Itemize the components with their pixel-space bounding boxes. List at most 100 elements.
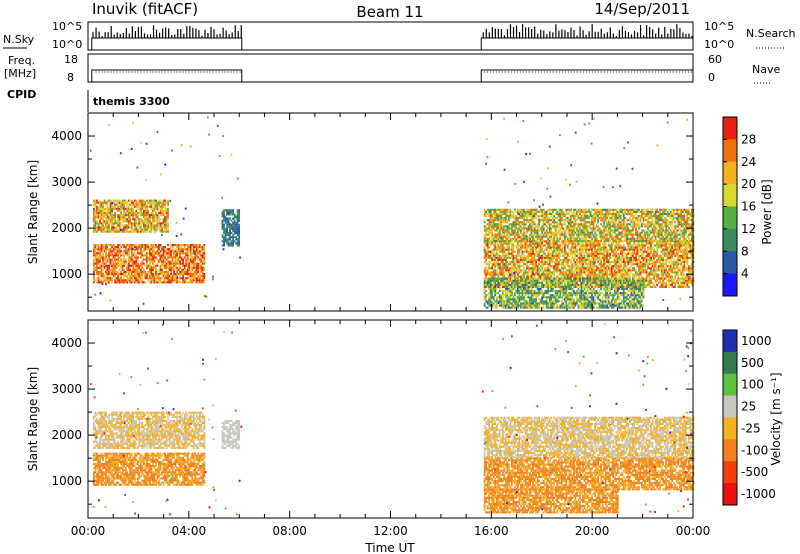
range-cell [186,250,189,253]
range-cell [192,248,195,251]
range-cell [105,207,107,210]
range-cell [504,256,507,259]
range-cell [556,285,559,288]
range-cell [94,279,97,282]
range-cell [118,201,121,204]
range-cell [195,248,198,251]
range-cell [518,269,521,272]
range-cell [127,199,130,202]
range-cell [494,271,497,274]
range-cell [506,273,509,276]
range-cell [533,267,536,270]
station-title: Inuvik (fitACF) [92,0,198,18]
range-cell [580,244,583,247]
range-cell [586,283,589,286]
range-cell [158,258,160,261]
range-cell [100,205,103,208]
range-cell [589,254,592,257]
range-cell [167,209,169,212]
range-cell [161,260,163,263]
range-cell [161,256,163,259]
range-cell [174,273,177,276]
range-cell [642,258,645,262]
range-cell [195,281,198,284]
range-cell [536,252,539,255]
range-cell [180,277,183,280]
range-cell [506,242,509,245]
range-cell [619,265,622,268]
range-cell [97,218,100,221]
range-cell [171,279,174,282]
range-cell [133,220,136,223]
range-cell [149,201,151,204]
range-cell [591,281,593,284]
range-cell [129,226,132,229]
range-cell [580,250,583,253]
range-cell [539,269,542,272]
range-cell [96,264,98,267]
range-cell [223,215,225,218]
range-cell [150,199,153,202]
range-cell [118,207,121,210]
range-cell [527,271,530,274]
range-cell [136,222,139,225]
range-cell [483,267,486,270]
range-cell [485,225,488,228]
range-cell [612,267,615,270]
range-cell [559,271,562,274]
range-cell [165,220,168,223]
range-cell [129,220,132,223]
range-cell [144,254,147,257]
range-cell [191,277,194,280]
range-cell [227,244,230,247]
range-cell [494,283,497,286]
range-cell [662,265,665,268]
range-cell [576,277,578,280]
range-cell [221,227,224,230]
range-cell [621,271,624,274]
range-cell [179,254,182,257]
range-cell [556,267,559,270]
range-cell [577,275,580,278]
range-cell [126,279,129,282]
range-cell [538,250,541,253]
range-cell [223,236,225,239]
range-cell [625,254,628,257]
range-cell [568,275,571,278]
range-cell [102,246,104,249]
range-cell [150,207,153,210]
range-cell [150,258,153,261]
range-cell [509,277,512,280]
range-cell [103,220,106,223]
range-cell [582,265,584,268]
range-cell [153,281,156,284]
range-cell [485,267,488,270]
range-cell [167,216,169,219]
range-cell [569,275,572,278]
range-cell [551,258,554,262]
range-cell [198,252,201,255]
range-cell [491,231,494,234]
range-cell [103,212,106,215]
range-cell [129,258,132,261]
range-cell [201,277,204,280]
range-cell [609,254,612,257]
range-cell [507,244,510,247]
range-cell [645,271,648,274]
range-cell [518,250,521,253]
range-cell [230,240,233,243]
range-cell [512,254,515,257]
range-cell [191,254,194,257]
range-cell [203,250,206,253]
range-cell [144,205,147,208]
range-cell [156,220,159,223]
range-cell [156,205,159,208]
range-cell [99,207,101,210]
range-cell [94,256,97,259]
range-cell [586,242,589,245]
range-cell [527,258,530,262]
range-cell [114,216,117,219]
range-cell [185,258,188,261]
range-cell [551,252,554,255]
range-cell [180,252,183,255]
